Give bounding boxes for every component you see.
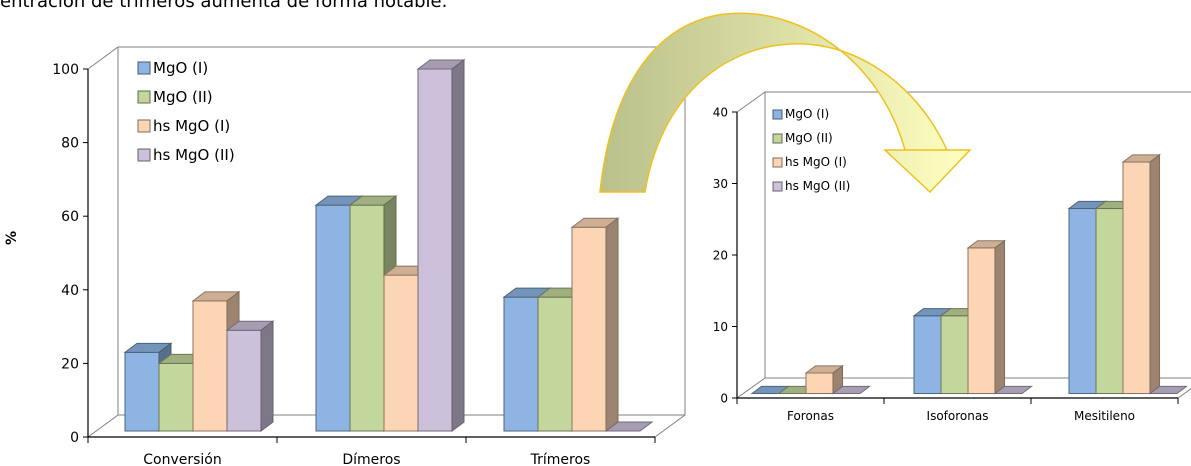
curved-arrow-icon: [599, 12, 972, 194]
x-tick-label: Conversión: [143, 452, 222, 466]
chart-right: 0 10 20 30 40 Foronas Isoforonas Mesitileno Mg…: [713, 91, 1191, 423]
chart-right-y-axis: 0 10 20 30 40: [713, 105, 738, 405]
bar: [966, 239, 1007, 395]
legend-label: MgO (I): [153, 59, 208, 77]
legend-swatch: [772, 157, 783, 168]
legend-entry: hs MgO (I): [137, 117, 230, 135]
chart-right-bars: [750, 153, 1189, 395]
x-tick-label: Isoforonas: [927, 409, 989, 423]
legend-entry: MgO (I): [137, 59, 208, 77]
bar: [804, 364, 845, 395]
legend-swatch: [772, 181, 783, 192]
legend-entry: MgO (II): [137, 88, 213, 106]
chart-floor-left-edge: [87, 414, 119, 438]
legend-entry: hs MgO (II): [772, 179, 850, 193]
chart-left-x-axis: Conversión Dímeros Trímeros: [87, 436, 656, 466]
bar: [1121, 153, 1162, 395]
chart-left: 0 20 40 60 80 100 Conversión Dímeros Trímeros %…: [4, 46, 686, 466]
legend-label: MgO (II): [785, 131, 833, 145]
legend-swatch: [772, 109, 783, 120]
caption-text: entración de trímeros aumenta de forma n…: [0, 0, 448, 12]
legend-label: hs MgO (II): [785, 179, 850, 193]
y-tick-label: 40: [61, 283, 79, 299]
legend-swatch: [137, 119, 151, 133]
y-tick-label: 20: [713, 248, 728, 262]
y-tick-label: 20: [61, 356, 79, 372]
bar: [225, 320, 275, 432]
bar: [570, 217, 620, 432]
bar: [416, 59, 466, 432]
chart-left-y-axis-label: %: [4, 231, 20, 245]
legend-entry: MgO (I): [772, 107, 829, 121]
x-tick-label: Mesitileno: [1074, 409, 1135, 423]
y-tick-label: 80: [61, 136, 79, 152]
legend-label: hs MgO (II): [153, 146, 235, 164]
legend-entry: hs MgO (I): [772, 155, 847, 169]
y-tick-label: 30: [713, 177, 728, 191]
bar: [1148, 385, 1189, 394]
y-tick-label: 100: [52, 62, 79, 78]
chart-right-x-axis: Foronas Isoforonas Mesitileno: [736, 397, 1179, 423]
bar: [831, 385, 872, 394]
y-tick-label: 60: [61, 209, 79, 225]
bar: [993, 385, 1034, 394]
y-tick-label: 0: [70, 430, 79, 446]
x-tick-label: Foronas: [787, 409, 834, 423]
chart-left-y-axis: 0 20 40 60 80 100: [52, 62, 89, 446]
legend-label: MgO (II): [153, 88, 213, 106]
y-tick-label: 40: [713, 105, 728, 119]
legend-entry: hs MgO (II): [137, 146, 235, 164]
legend-label: MgO (I): [785, 107, 829, 121]
chart-floor-left-edge: [736, 377, 766, 399]
x-tick-label: Trímeros: [530, 452, 591, 466]
legend-swatch: [137, 148, 151, 162]
chart-right-legend: MgO (I) MgO (II) hs MgO (I) hs MgO (II): [772, 107, 850, 193]
legend-label: hs MgO (I): [785, 155, 847, 169]
x-tick-label: Dímeros: [342, 452, 400, 466]
legend-label: hs MgO (I): [153, 117, 230, 135]
legend-swatch: [772, 133, 783, 144]
legend-swatch: [137, 90, 151, 104]
y-tick-label: 0: [720, 391, 728, 405]
chart-left-legend: MgO (I) MgO (II) hs MgO (I) hs MgO (II): [137, 59, 235, 164]
legend-swatch: [137, 61, 151, 75]
bar: [604, 421, 654, 432]
y-tick-label: 10: [713, 320, 728, 334]
legend-entry: MgO (II): [772, 131, 833, 145]
chart-left-bars: [123, 59, 654, 432]
